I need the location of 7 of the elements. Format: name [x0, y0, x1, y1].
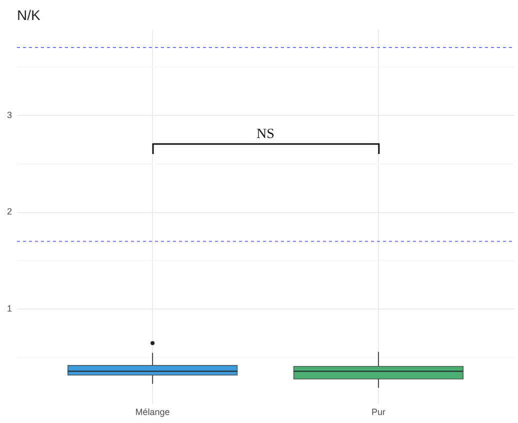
- y-tick-label: 2: [6, 206, 12, 217]
- y-axis-title: N/K: [17, 6, 42, 23]
- y-tick-label: 3: [6, 110, 12, 120]
- annotation: NS: [256, 126, 274, 142]
- x-tick-label: Pur: [371, 407, 386, 418]
- x-tick-label: Mélange: [135, 407, 170, 418]
- y-tick-label: 1: [6, 304, 12, 314]
